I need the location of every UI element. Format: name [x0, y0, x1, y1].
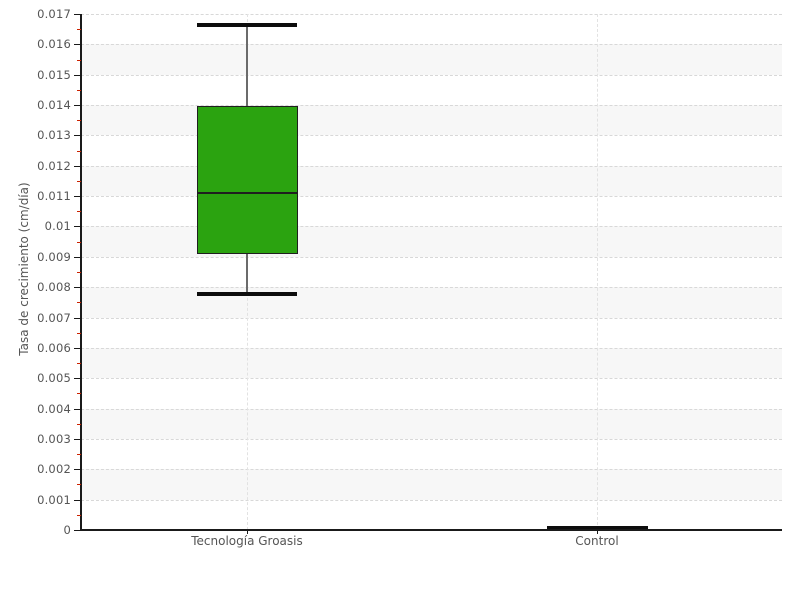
gridline: [81, 196, 782, 198]
gridline: [81, 105, 782, 107]
gridline: [81, 44, 782, 46]
y-tick-label: 0.006: [37, 340, 71, 355]
y-tick-minor: [77, 363, 81, 365]
background-band: [81, 226, 782, 257]
x-tick-label-groasis: Tecnología Groasis: [191, 534, 303, 548]
y-tick-major: [74, 499, 81, 501]
y-tick-label: 0.012: [37, 158, 71, 173]
y-tick-minor: [77, 484, 81, 486]
gridline: [81, 317, 782, 319]
y-tick-major: [74, 438, 81, 440]
y-tick-label: 0.014: [37, 98, 71, 113]
y-tick-minor: [77, 120, 81, 122]
gridline: [81, 499, 782, 501]
y-tick-label: 0.005: [37, 371, 71, 386]
y-tick-minor: [77, 180, 81, 182]
y-tick-label: 0.017: [37, 7, 71, 21]
y-tick-minor: [77, 423, 81, 425]
gridline: [81, 438, 782, 440]
gridline: [81, 378, 782, 380]
y-tick-minor: [77, 211, 81, 213]
y-tick-label: 0.002: [37, 462, 71, 477]
gridline: [81, 14, 782, 15]
background-band: [81, 287, 782, 318]
background-band: [81, 347, 782, 379]
y-tick-minor: [77, 272, 81, 273]
y-tick-minor: [77, 302, 81, 304]
y-tick-major: [74, 196, 81, 198]
y-tick-major: [74, 378, 81, 380]
y-tick-label: 0.007: [37, 310, 71, 325]
y-tick-major: [74, 256, 81, 258]
y-tick-major: [74, 74, 81, 76]
y-tick-label: 0.008: [37, 280, 71, 295]
y-tick-minor: [77, 59, 81, 61]
gridline: [81, 287, 782, 289]
y-axis-line: [80, 14, 82, 531]
y-tick-major: [74, 317, 81, 319]
y-tick-major: [74, 226, 81, 228]
background-band: [81, 469, 782, 500]
category-gridline: [597, 14, 598, 530]
gridline: [81, 347, 782, 349]
y-tick-minor: [77, 514, 81, 516]
whisker-lower: [246, 254, 248, 294]
whisker-cap-upper: [197, 23, 297, 27]
y-tick-minor: [77, 150, 81, 152]
y-tick-minor: [77, 29, 81, 31]
y-tick-label: 0.009: [37, 249, 71, 264]
gridline: [81, 469, 782, 471]
y-axis-title: Tasa de crecimiento (cm/día): [17, 182, 31, 356]
y-tick-major: [74, 530, 81, 531]
y-tick-minor: [77, 454, 81, 456]
y-tick-major: [74, 105, 81, 107]
y-tick-minor: [77, 241, 81, 243]
box-groasis: [197, 106, 298, 254]
y-tick-label: 0.01: [44, 219, 71, 234]
median-line-groasis: [197, 192, 298, 194]
y-tick-minor: [77, 393, 81, 395]
background-band: [81, 408, 782, 439]
y-tick-label: 0.013: [37, 128, 71, 143]
gridline: [81, 256, 782, 258]
y-tick-label: 0.004: [37, 401, 71, 416]
whisker-cap-lower: [197, 292, 297, 296]
y-tick-major: [74, 347, 81, 349]
x-tick-mark: [247, 529, 248, 534]
whisker-upper: [246, 25, 248, 108]
y-tick-major: [74, 14, 81, 15]
box-control: [547, 526, 648, 530]
y-tick-label: 0.001: [37, 492, 71, 507]
y-tick-label: 0.003: [37, 431, 71, 446]
y-tick-major: [74, 44, 81, 46]
gridline: [81, 226, 782, 228]
x-tick-label-control: Control: [575, 534, 619, 548]
x-tick-mark: [597, 529, 598, 534]
y-tick-major: [74, 408, 81, 410]
y-tick-major: [74, 469, 81, 471]
background-band: [81, 165, 782, 197]
plot-area: [81, 14, 782, 530]
y-tick-label: 0.016: [37, 37, 71, 52]
gridline: [81, 74, 782, 76]
background-band: [81, 44, 782, 75]
y-tick-label: 0: [63, 523, 71, 537]
x-axis-line: [81, 529, 782, 531]
y-tick-minor: [77, 332, 81, 334]
gridline: [81, 408, 782, 410]
y-tick-minor: [77, 89, 81, 91]
y-tick-label: 0.011: [37, 189, 71, 204]
y-tick-major: [74, 135, 81, 137]
gridline: [81, 135, 782, 137]
y-tick-major: [74, 287, 81, 289]
y-tick-major: [74, 165, 81, 167]
gridline: [81, 165, 782, 167]
background-band: [81, 105, 782, 136]
y-tick-label: 0.015: [37, 67, 71, 82]
